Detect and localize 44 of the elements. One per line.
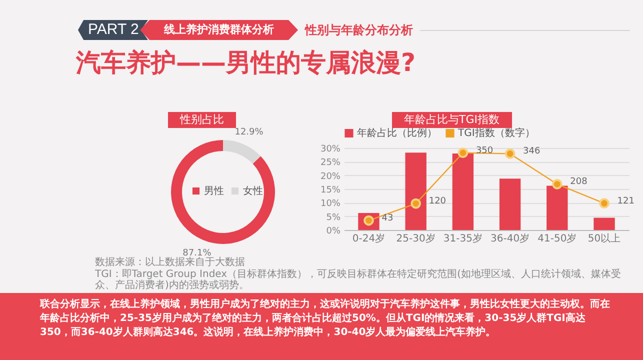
x-tick-label: 0-24岁 <box>352 232 386 244</box>
y-tick-label: 0% <box>326 226 341 236</box>
chart-title: 年龄占比与TGI指数 <box>392 112 512 128</box>
y-tick-label: 10% <box>320 199 341 210</box>
legend-label: 女性 <box>243 185 263 197</box>
text: TGI：即Target Group Index（目标群体指数），可反映目标群体在特定研究范围(如地理区域、人口统计领域、媒体受众、产品消费者)内的强势或弱势。 <box>95 268 622 292</box>
data-label: 120 <box>428 196 446 207</box>
y-tick-label: 15% <box>320 186 341 196</box>
data-label: 12.9% <box>234 127 264 138</box>
source-note: 数据来源：以上数据来自于大数据 <box>95 257 246 268</box>
y-tick-label: 25% <box>320 158 341 168</box>
point <box>458 148 468 158</box>
point <box>552 178 562 190</box>
text: 性别与年龄分布分析 <box>305 22 413 39</box>
data-label: 121 <box>617 196 634 206</box>
bar <box>546 186 568 230</box>
bar <box>452 153 474 230</box>
point <box>410 198 422 209</box>
legend-label: 年龄占比（比例） <box>357 127 437 140</box>
x-tick-label: 36-40岁 <box>490 232 530 244</box>
donut-slice <box>223 140 261 164</box>
text: 汽车养护——男性的专属浪漫? <box>76 47 416 79</box>
y-tick-label: 5% <box>326 212 341 223</box>
data-label: 43 <box>382 214 394 224</box>
text: 线上养护消费群体分析 <box>140 20 298 40</box>
x-tick-label: 25-30岁 <box>396 232 436 244</box>
x-tick-label: 31-35岁 <box>443 232 482 244</box>
bar <box>594 218 615 230</box>
text: 联合分析显示，在线上养护领域，男性用户成为了绝对的主力，这或许说明对于汽车养护这件事，男性比女性更大的主动权。而在年龄占比分析中，25-35岁用户成为了绝对的主力，两者合计占比超过50%。但从TGI的情况来看，30-35岁人群TGI高达350，而36-40岁人群则高达346。这说明，在线上养护消费中，30-40岁人最为偏爱线上汽车养护。 <box>40 298 610 340</box>
legend-label: 男性 <box>204 185 224 197</box>
y-tick-label: 20% <box>320 172 341 182</box>
x-tick-label: 41-50岁 <box>538 232 577 244</box>
chart-title: 性别占比 <box>168 112 236 128</box>
point <box>599 198 610 209</box>
text: PART 2 <box>78 20 148 40</box>
x-tick-label: 50以上 <box>588 232 621 244</box>
point <box>504 148 516 159</box>
bar <box>405 152 426 230</box>
data-label: 208 <box>570 177 588 188</box>
legend-label: TGI指数（数字） <box>457 127 535 140</box>
donut-slice <box>171 140 275 244</box>
data-label: 346 <box>523 146 541 157</box>
y-tick-label: 30% <box>320 144 341 154</box>
bar <box>499 178 521 230</box>
